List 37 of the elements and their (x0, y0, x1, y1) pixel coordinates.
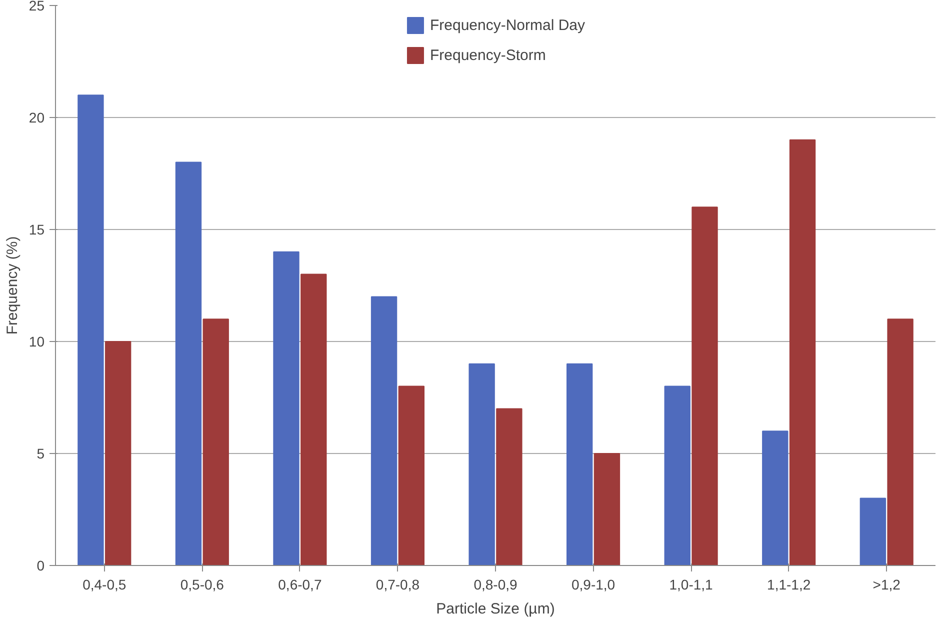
bar (104, 341, 132, 566)
x-tick-label: 1,0-1,1 (669, 576, 714, 592)
x-tick-label: >1,2 (872, 576, 901, 592)
y-tick-label: 20 (28, 110, 45, 126)
x-tick-label: 0,7-0,8 (376, 576, 420, 592)
bar (370, 296, 398, 566)
bar (887, 318, 914, 566)
x-tick-label: 1,1-1,2 (767, 576, 811, 592)
legend-label: Frequency-Normal Day (430, 16, 586, 34)
x-axis-title: Particle Size (µm) (436, 600, 555, 618)
y-tick-label: 25 (28, 0, 45, 14)
y-tick-label: 15 (28, 222, 45, 238)
bar (175, 162, 202, 566)
x-tick-label: 0,4-0,5 (82, 576, 126, 592)
bar (789, 139, 816, 566)
y-axis-title: Frequency (%) (4, 236, 21, 335)
bar (762, 430, 788, 566)
y-tick-label: 10 (28, 334, 45, 350)
bar (398, 386, 425, 566)
x-tick-label: 0,5-0,6 (180, 576, 224, 592)
bar (468, 363, 495, 566)
x-tick-label: 0,6-0,7 (278, 576, 322, 592)
y-tick-label: 0 (36, 558, 45, 574)
bar (594, 453, 620, 566)
bar (566, 363, 593, 566)
bar (692, 206, 718, 566)
legend-label: Frequency-Storm (430, 46, 546, 64)
bar (78, 94, 104, 566)
bar (300, 274, 327, 566)
bar (860, 498, 886, 566)
bar (496, 408, 522, 566)
x-tick-label: 0,9-1,0 (571, 576, 616, 592)
bar (664, 386, 690, 566)
x-tick-label: 0,8-0,9 (474, 576, 518, 592)
bar (273, 251, 300, 566)
y-tick-label: 5 (36, 446, 45, 462)
bar (202, 318, 229, 566)
